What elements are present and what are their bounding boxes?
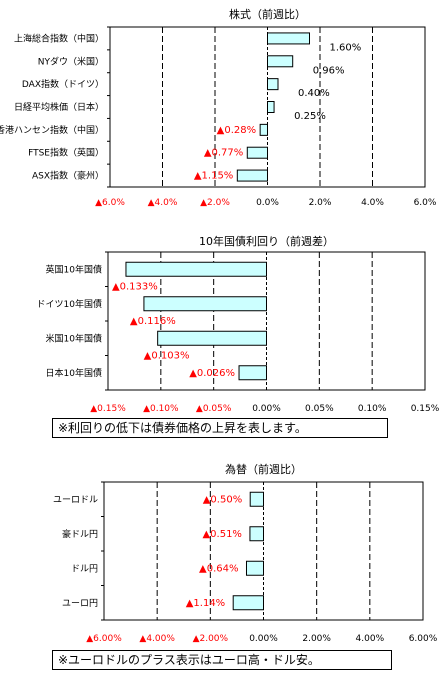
bar [246, 146, 269, 159]
bar [125, 261, 267, 277]
category-label: 米国10年国債 [46, 332, 102, 344]
chart-title: 株式（前週比） [229, 7, 306, 21]
x-tick-label: 4.0% [361, 198, 384, 208]
x-tick-label: 0.00% [252, 404, 281, 414]
x-tick-label: ▲6.00% [86, 634, 122, 644]
category-label: 香港ハンセン指数（中国） [0, 124, 104, 136]
fx-note: ※ユーロドルのプラス表示はユーロ高・ドル安。 [52, 650, 392, 670]
x-tick-label: ▲6.0% [95, 198, 125, 208]
data-label: ▲0.116% [130, 316, 176, 327]
stock-chart: 株式（前週比） ▲6.0% ▲4.0% ▲2.0% 0.0% 2.0% 4.0% 6.0% 上海… [0, 7, 437, 208]
bar [259, 123, 268, 136]
x-tick-label: 6.00% [409, 634, 438, 644]
bar [249, 491, 264, 507]
category-label: FTSE指数（英国） [28, 147, 104, 159]
x-tick-label: 2.0% [309, 198, 332, 208]
category-label: 豪ドル円 [62, 528, 98, 540]
bar [238, 365, 268, 381]
data-label: ▲0.64% [199, 563, 238, 574]
data-label: 0.40% [298, 88, 330, 99]
x-tick-label: ▲4.0% [148, 198, 178, 208]
x-tick-label: ▲0.05% [196, 404, 232, 414]
data-label: ▲0.026% [189, 368, 235, 379]
x-tick-label: 0.05% [305, 404, 334, 414]
data-label: ▲0.28% [217, 125, 256, 136]
category-label: DAX指数（ドイツ） [22, 78, 104, 90]
category-label: 日経平均株価（日本） [14, 101, 104, 113]
category-label: ユーロドル [53, 495, 98, 505]
fx-chart: 為替（前週比） ▲6.00% ▲4.00% ▲2.00% 0.00% 2.00% 4.00%… [53, 462, 438, 644]
x-tick-label: ▲4.00% [139, 634, 175, 644]
x-tick-label: 6.0% [414, 198, 437, 208]
bar [267, 32, 310, 45]
x-tick-label: 0.10% [358, 404, 387, 414]
data-label: ▲0.77% [204, 148, 243, 159]
x-tick-label: 0.0% [256, 198, 279, 208]
x-tick-label: ▲0.10% [143, 404, 179, 414]
data-label: 0.25% [294, 111, 326, 122]
x-tick-label: ▲2.00% [193, 634, 229, 644]
x-tick-label: 0.00% [249, 634, 278, 644]
category-label: NYダウ（米国） [38, 55, 104, 67]
bar [267, 78, 279, 91]
x-tick-label: ▲2.0% [200, 198, 230, 208]
x-tick-label: 4.00% [356, 634, 385, 644]
bar [267, 101, 275, 113]
data-label: 1.60% [330, 42, 362, 53]
data-label: 0.96% [313, 65, 345, 76]
bar [157, 330, 267, 346]
category-label: 英国10年国債 [46, 263, 102, 275]
category-label: 上海総合指数（中国） [14, 32, 104, 44]
x-tick-label: 2.00% [302, 634, 331, 644]
data-label: ▲0.51% [202, 529, 241, 540]
bar [232, 595, 265, 611]
bond-note: ※利回りの低下は債券価格の上昇を表します。 [52, 418, 388, 438]
bar [267, 55, 294, 68]
x-tick-label: 0.15% [411, 404, 440, 414]
data-label: ▲1.15% [194, 171, 233, 182]
category-label: 日本10年国債 [46, 367, 102, 379]
x-tick-label: ▲0.15% [90, 404, 126, 414]
data-label: ▲0.50% [203, 494, 242, 505]
bond-yield-chart: 10年国債利回り（前週差） ▲0.15% ▲0.10% ▲0.05% 0.00% 0.05… [37, 234, 440, 414]
bar [143, 296, 267, 312]
bar [236, 169, 268, 182]
category-label: ドル円 [71, 563, 98, 574]
chart-title: 10年国債利回り（前週差） [199, 234, 334, 248]
category-label: ドイツ10年国債 [37, 298, 102, 310]
data-label: ▲0.133% [112, 281, 158, 292]
category-label: ユーロ円 [62, 598, 98, 609]
category-label: ASX指数（豪州） [32, 170, 104, 182]
chart-title: 為替（前週比） [225, 462, 302, 476]
data-label: ▲1.14% [186, 598, 225, 609]
bar [245, 560, 264, 576]
data-label: ▲0.103% [144, 350, 190, 361]
bar [249, 526, 265, 542]
